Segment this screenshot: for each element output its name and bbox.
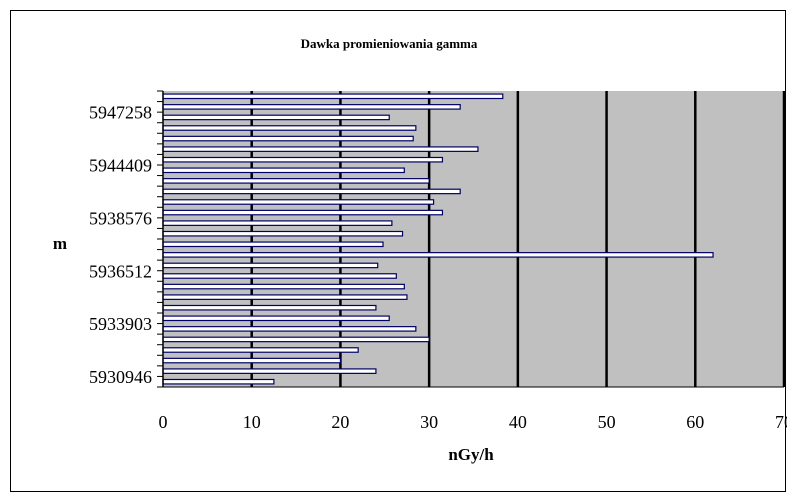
bar: [162, 114, 390, 121]
bar: [162, 304, 377, 311]
bar: [162, 167, 405, 174]
bar: [162, 209, 444, 216]
bar: [162, 104, 461, 110]
y-axis-label: m: [53, 234, 67, 253]
x-tick-label: 50: [598, 412, 616, 432]
bar: [162, 252, 714, 258]
y-tick-label: 5938576: [89, 208, 152, 228]
bar: [162, 199, 435, 205]
x-tick-label: 60: [686, 412, 704, 432]
bar: [162, 357, 342, 364]
y-axis-ticks: [157, 90, 163, 388]
bar: [162, 93, 504, 100]
chart-canvas: Dawka promieniowania gamma 0 10 20 30 40 50 60…: [53, 36, 788, 464]
bar: [162, 230, 404, 237]
bar: [162, 283, 405, 290]
bar: [162, 156, 444, 163]
x-tick-label: 0: [159, 412, 168, 432]
x-axis-tick-labels: 0 10 20 30 40 50 60 70: [159, 412, 788, 432]
bar: [162, 315, 390, 322]
bar: [162, 294, 408, 300]
bar: [162, 188, 461, 195]
x-tick-label: 70: [775, 412, 787, 432]
y-tick-label: 5933903: [89, 314, 152, 334]
bar: [162, 146, 479, 152]
bar: [162, 135, 414, 142]
bar: [162, 241, 384, 248]
y-axis-tick-labels: 5930946 5933903 5936512 5938576 5944409 59472…: [89, 103, 152, 387]
y-tick-label: 5944409: [89, 156, 152, 176]
plot-area: [163, 91, 784, 387]
x-tick-label: 40: [509, 412, 527, 432]
x-axis-label: nGy/h: [448, 445, 494, 464]
bar: [162, 178, 430, 184]
bar: [162, 125, 417, 131]
bar: [162, 347, 359, 353]
bar: [162, 378, 275, 385]
bar: [162, 262, 379, 269]
chart-frame: Dawka promieniowania gamma 0 10 20 30 40 50 60…: [10, 10, 788, 492]
y-tick-label: 5947258: [89, 103, 152, 123]
bar: [162, 220, 393, 226]
x-tick-label: 30: [420, 412, 438, 432]
y-tick-label: 5936512: [89, 261, 152, 281]
bar: [162, 336, 430, 343]
bar: [162, 273, 397, 279]
bar: [162, 368, 377, 374]
bar: [162, 326, 417, 332]
y-tick-label: 5930946: [89, 367, 152, 387]
x-tick-label: 10: [243, 412, 261, 432]
x-tick-label: 20: [331, 412, 349, 432]
chart-title: Dawka promieniowania gamma: [301, 36, 478, 51]
